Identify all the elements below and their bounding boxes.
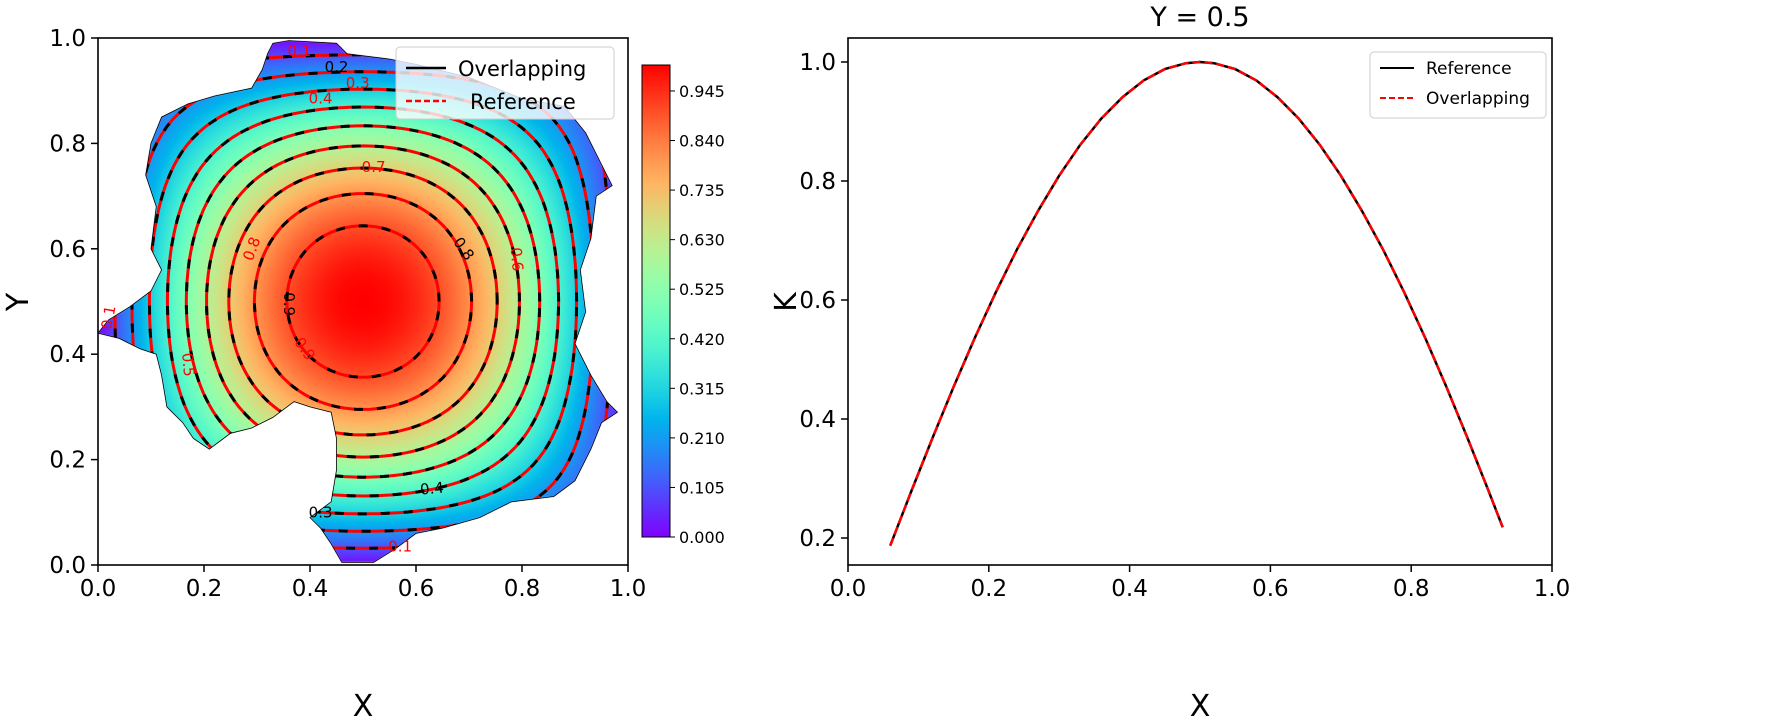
contour-label: 0.1 [388, 538, 412, 556]
contour-reference-0.5 [184, 124, 542, 479]
right-line-plot: Y = 0.5 0.0 0.2 0.4 0.6 0.8 1.0 0.2 0.4 0.6 0.8 1.… [769, 2, 1570, 724]
contour-overlapping-0.7 [227, 166, 499, 437]
y-tick-label: 0.6 [49, 237, 86, 263]
x-tick-label: 0.6 [398, 576, 435, 602]
contour-label: 0.2 [325, 58, 349, 76]
domain-outline [97, 40, 619, 563]
x-tick-label: 0.2 [971, 576, 1008, 602]
contour-overlapping-0.6 [205, 144, 521, 459]
right-ticks: 0.0 0.2 0.4 0.6 0.8 1.0 0.2 0.4 0.6 0.8 1.0 [799, 50, 1570, 602]
legend-label-reference: Reference [1426, 59, 1512, 79]
x-tick-label: 0.8 [1393, 576, 1430, 602]
contour-label: 0.6 [507, 247, 527, 272]
y-tick-label: 0.6 [799, 288, 836, 314]
x-tick-label: 1.0 [610, 576, 647, 602]
contour-label: 0.9 [280, 292, 298, 316]
y-tick-label: 0.2 [49, 448, 86, 474]
y-tick-label: 1.0 [49, 26, 86, 52]
y-tick-label: 1.0 [799, 50, 836, 76]
x-tick-label: 0.6 [1252, 576, 1289, 602]
left-legend: Overlapping Reference [395, 46, 615, 120]
contour-label: 0.4 [419, 479, 444, 499]
x-tick-label: 0.4 [292, 576, 329, 602]
right-ylabel: K [769, 291, 804, 312]
colorbar-tick-label: 0.210 [679, 429, 725, 448]
contour-overlapping-0.1 [113, 53, 613, 550]
contour-label: 0.1 [287, 42, 311, 60]
x-tick-label: 0.0 [80, 576, 117, 602]
right-axes-frame [847, 37, 1553, 566]
colorbar: 0.000 0.105 0.210 0.315 0.420 0.525 0.630 0.735… [641, 64, 725, 547]
x-tick-label: 1.0 [1534, 576, 1571, 602]
colorbar-tick-label: 0.945 [679, 82, 725, 101]
y-tick-label: 0.4 [799, 407, 836, 433]
x-tick-label: 0.4 [1111, 576, 1148, 602]
contour-overlapping-0.2 [130, 70, 596, 533]
colorbar-ticks: 0.000 0.105 0.210 0.315 0.420 0.525 0.630 0.735… [670, 82, 725, 547]
y-tick-label: 0.8 [49, 131, 86, 157]
contour-reference-0.8 [252, 192, 474, 411]
colorbar-tick-label: 0.735 [679, 181, 725, 200]
x-tick-label: 0.8 [504, 576, 541, 602]
legend-label-overlapping: Overlapping [1426, 89, 1530, 109]
contour-overlapping-0.4 [165, 105, 561, 498]
colorbar-tick-label: 0.840 [679, 132, 725, 151]
left-ylabel: Y [1, 292, 36, 312]
contour-reference-0.1 [113, 53, 613, 550]
left-contour-plot: 0.10.20.30.40.70.8 0.8 0.60.90.90.50.10.40… [1, 26, 725, 724]
contour-overlapping-0.5 [184, 124, 542, 479]
legend-label-reference: Reference [470, 90, 576, 114]
contour-label: 0.3 [346, 74, 370, 92]
contour-label: 0.3 [309, 503, 333, 521]
contour-overlapping-0.9 [285, 224, 441, 379]
contour-label: 0.5 [178, 352, 198, 377]
left-axes-frame [97, 37, 629, 566]
colorbar-tick-label: 0.420 [679, 330, 725, 349]
left-xlabel: X [353, 689, 374, 724]
contour-label: 0.7 [362, 158, 386, 176]
colorbar-gradient [641, 64, 671, 538]
colorbar-tick-label: 0.525 [679, 280, 725, 299]
colorbar-tick-label: 0.000 [679, 528, 725, 547]
right-title: Y = 0.5 [1149, 2, 1249, 33]
colorbar-tick-label: 0.315 [679, 379, 725, 398]
contour-label: 0.4 [309, 90, 333, 108]
x-tick-label: 0.0 [830, 576, 867, 602]
right-xlabel: X [1190, 689, 1211, 724]
contour-label: 0.1 [98, 304, 120, 331]
x-tick-label: 0.2 [186, 576, 223, 602]
contour-lines [113, 53, 613, 550]
colorbar-tick-label: 0.630 [679, 231, 725, 250]
line-series [889, 60, 1504, 547]
contour-reference-0.2 [130, 70, 596, 533]
y-tick-label: 0.0 [49, 553, 86, 579]
legend-label-overlapping: Overlapping [458, 57, 586, 81]
y-tick-label: 0.8 [799, 169, 836, 195]
contour-reference-0.7 [227, 166, 499, 437]
series-overlapping [889, 60, 1504, 547]
right-legend: Reference Overlapping [1369, 51, 1547, 119]
left-ticks: 0.0 0.2 0.4 0.6 0.8 1.0 0.0 0.2 0.4 0.6 0.8 1.0 [49, 26, 646, 602]
y-tick-label: 0.4 [49, 342, 86, 368]
left-legend-box [395, 46, 615, 120]
colorbar-tick-label: 0.105 [679, 478, 725, 497]
y-tick-label: 0.2 [799, 526, 836, 552]
